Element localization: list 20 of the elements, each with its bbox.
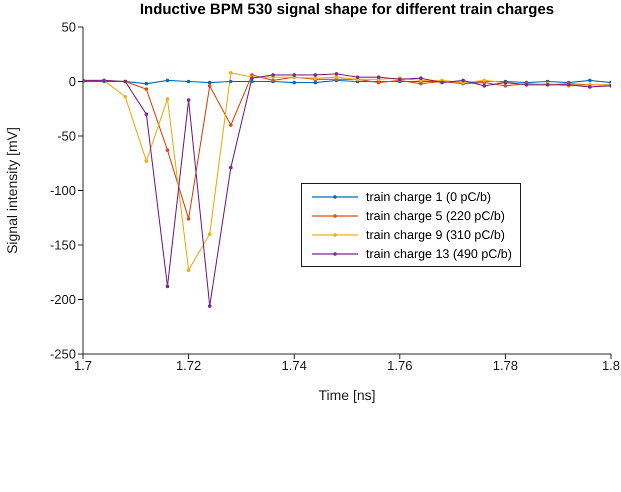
x-tick-label: 1.74: [282, 358, 307, 374]
legend-label: train charge 1 (0 pC/b): [366, 190, 492, 204]
y-tick-label: -150: [50, 238, 76, 253]
y-tick-label: -250: [50, 346, 76, 362]
x-tick-label: 1.7: [74, 358, 92, 374]
legend-label: train charge 9 (310 pC/b): [366, 228, 505, 242]
y-tick-label: -200: [50, 292, 76, 308]
y-tick-label: -100: [50, 183, 76, 198]
x-tick-label: 1.8: [602, 358, 620, 374]
x-tick-label: 1.78: [492, 358, 518, 374]
x-axis-title: Time [ns]: [318, 387, 376, 403]
x-tick-label: 1.76: [387, 358, 412, 374]
y-tick-label: 50: [62, 20, 76, 35]
legend-label: train charge 13 (490 pC/b): [366, 246, 512, 260]
legend-label: train charge 5 (220 pC/b): [366, 208, 505, 222]
y-tick-label: -50: [57, 128, 76, 144]
chart-title: Inductive BPM 530 signal shape for different train charges: [138, 1, 556, 18]
y-axis-title: Signal intensity [mV]: [4, 127, 20, 254]
y-tick-label: 0: [68, 74, 76, 90]
x-tick-label: 1.72: [176, 358, 202, 374]
